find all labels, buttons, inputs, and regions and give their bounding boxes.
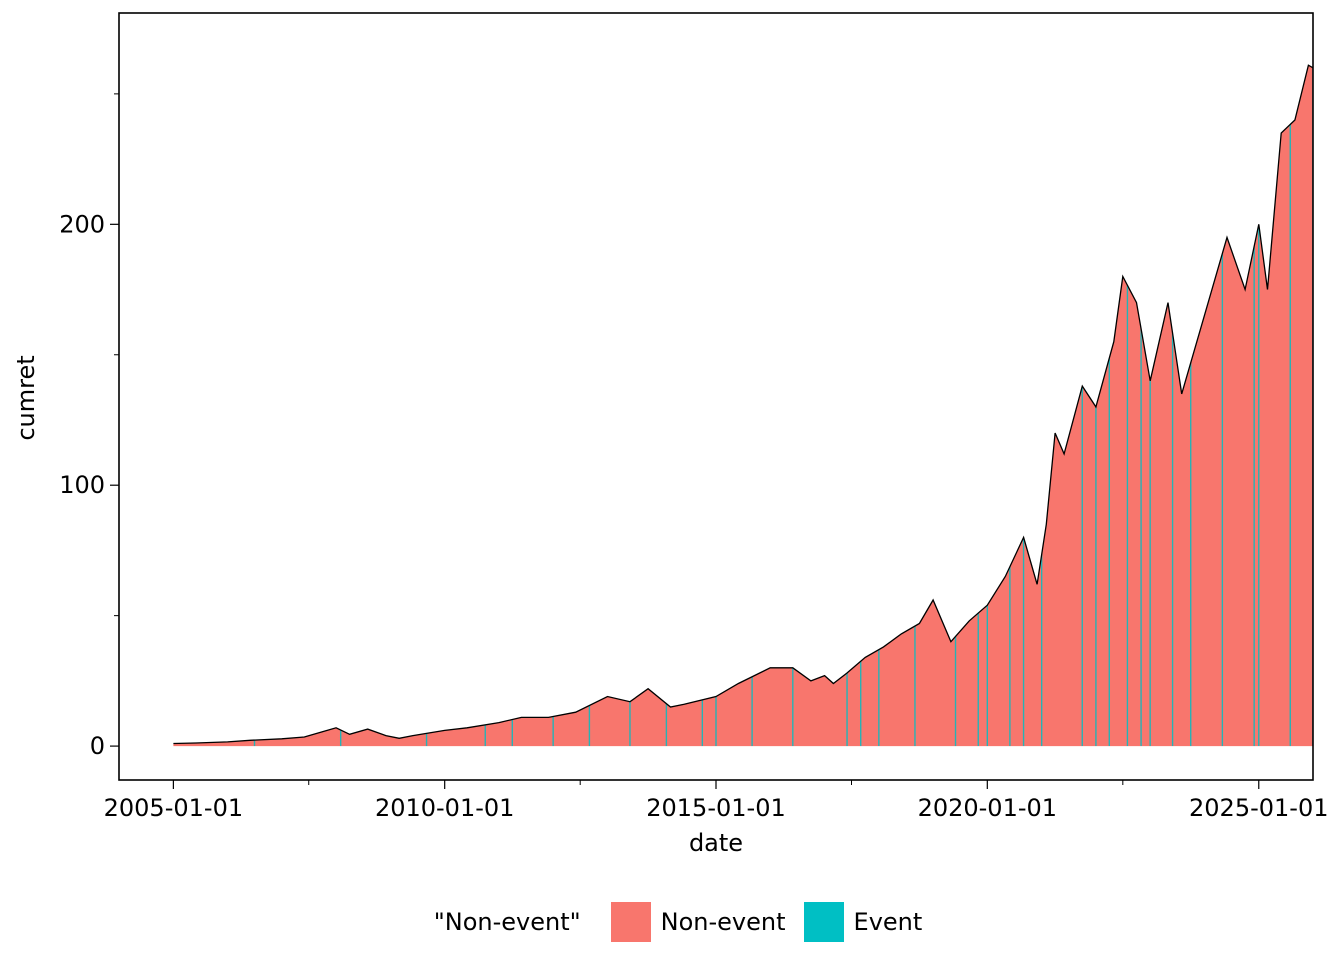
x-tick-label: 2010-01-01 bbox=[375, 794, 514, 822]
x-tick-label: 2020-01-01 bbox=[918, 794, 1057, 822]
area-non-event bbox=[173, 65, 1314, 747]
legend: "Non-event" Non-event Event bbox=[0, 900, 1344, 944]
x-tick-label: 2015-01-01 bbox=[646, 794, 785, 822]
legend-item-non-event: Non-event bbox=[610, 902, 786, 942]
legend-label-event: Event bbox=[853, 908, 923, 936]
legend-label-non-event: Non-event bbox=[660, 908, 786, 936]
legend-title: "Non-event" bbox=[433, 908, 581, 936]
legend-item-event: Event bbox=[803, 902, 923, 942]
series-line-cumret bbox=[173, 64, 1314, 745]
x-tick-label: 2025-01-01 bbox=[1189, 794, 1328, 822]
legend-swatch-event bbox=[803, 902, 844, 942]
x-axis-title: date bbox=[689, 829, 743, 857]
y-tick-label: 200 bbox=[59, 210, 105, 238]
legend-swatch-non-event bbox=[610, 902, 651, 942]
x-axis: 2005-01-01 2010-01-01 2015-01-01 2020-01-01… bbox=[104, 780, 1329, 822]
y-tick-label: 100 bbox=[59, 471, 105, 499]
y-axis: 0 100 200 bbox=[59, 93, 119, 760]
y-tick-label: 0 bbox=[90, 732, 105, 760]
plot-area bbox=[118, 12, 1314, 781]
y-axis-title: cumret bbox=[12, 355, 40, 440]
x-tick-label: 2005-01-01 bbox=[104, 794, 243, 822]
